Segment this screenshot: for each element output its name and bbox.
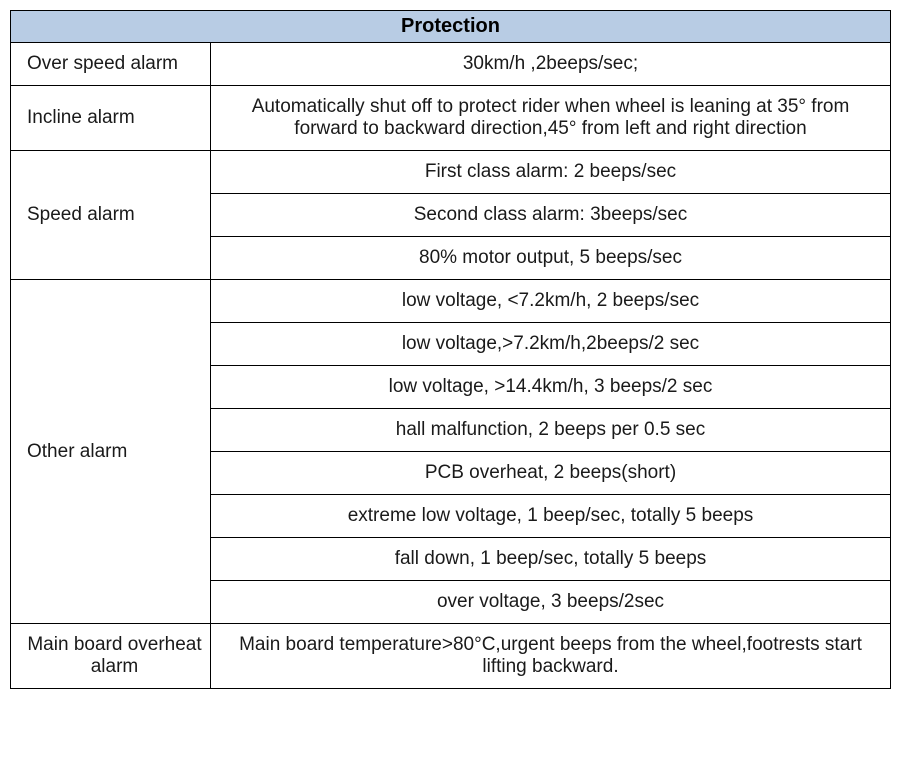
row-value: Automatically shut off to protect rider … — [211, 86, 891, 151]
table-row: Main board overheat alarmMain board temp… — [11, 624, 891, 689]
row-value: 30km/h ,2beeps/sec; — [211, 43, 891, 86]
row-value: PCB overheat, 2 beeps(short) — [211, 452, 891, 495]
row-label: Other alarm — [11, 280, 211, 624]
row-label: Incline alarm — [11, 86, 211, 151]
row-value: low voltage, >14.4km/h, 3 beeps/2 sec — [211, 366, 891, 409]
table-row: Speed alarmFirst class alarm: 2 beeps/se… — [11, 151, 891, 194]
row-label: Speed alarm — [11, 151, 211, 280]
row-value: extreme low voltage, 1 beep/sec, totally… — [211, 495, 891, 538]
row-value: Main board temperature>80°C,urgent beeps… — [211, 624, 891, 689]
row-value: over voltage, 3 beeps/2sec — [211, 581, 891, 624]
row-value: low voltage,>7.2km/h,2beeps/2 sec — [211, 323, 891, 366]
row-value: First class alarm: 2 beeps/sec — [211, 151, 891, 194]
table-row: Over speed alarm30km/h ,2beeps/sec; — [11, 43, 891, 86]
table-row: Other alarmlow voltage, <7.2km/h, 2 beep… — [11, 280, 891, 323]
row-value: fall down, 1 beep/sec, totally 5 beeps — [211, 538, 891, 581]
row-value: low voltage, <7.2km/h, 2 beeps/sec — [211, 280, 891, 323]
protection-table: Protection Over speed alarm30km/h ,2beep… — [10, 10, 891, 689]
row-value: hall malfunction, 2 beeps per 0.5 sec — [211, 409, 891, 452]
table-row: Incline alarmAutomatically shut off to p… — [11, 86, 891, 151]
table-title: Protection — [11, 11, 891, 43]
row-value: 80% motor output, 5 beeps/sec — [211, 237, 891, 280]
row-value: Second class alarm: 3beeps/sec — [211, 194, 891, 237]
row-label: Main board overheat alarm — [11, 624, 211, 689]
row-label: Over speed alarm — [11, 43, 211, 86]
